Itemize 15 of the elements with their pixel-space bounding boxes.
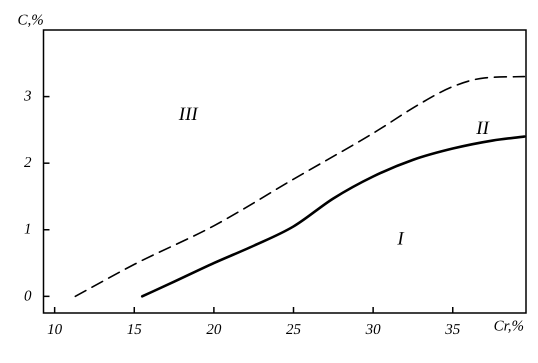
x-tick-label: 20 — [206, 322, 222, 338]
annotation: II — [475, 118, 491, 140]
y-tick-label: 0 — [24, 288, 32, 304]
y-tick-label: 3 — [23, 88, 32, 105]
x-tick-label: 15 — [126, 322, 142, 338]
x-axis-title: Cr,% — [494, 318, 524, 334]
y-axis-title: C,% — [18, 12, 44, 28]
x-tick-label: 30 — [364, 322, 382, 338]
annotation: III — [178, 104, 200, 125]
annotation: I — [396, 228, 406, 250]
y-tick-label: 2 — [24, 155, 32, 172]
y-tick-label: 1 — [24, 222, 32, 238]
x-tick-label: 10 — [47, 322, 63, 338]
x-tick-label: 35 — [444, 322, 461, 338]
x-tick-label: 25 — [286, 322, 302, 338]
